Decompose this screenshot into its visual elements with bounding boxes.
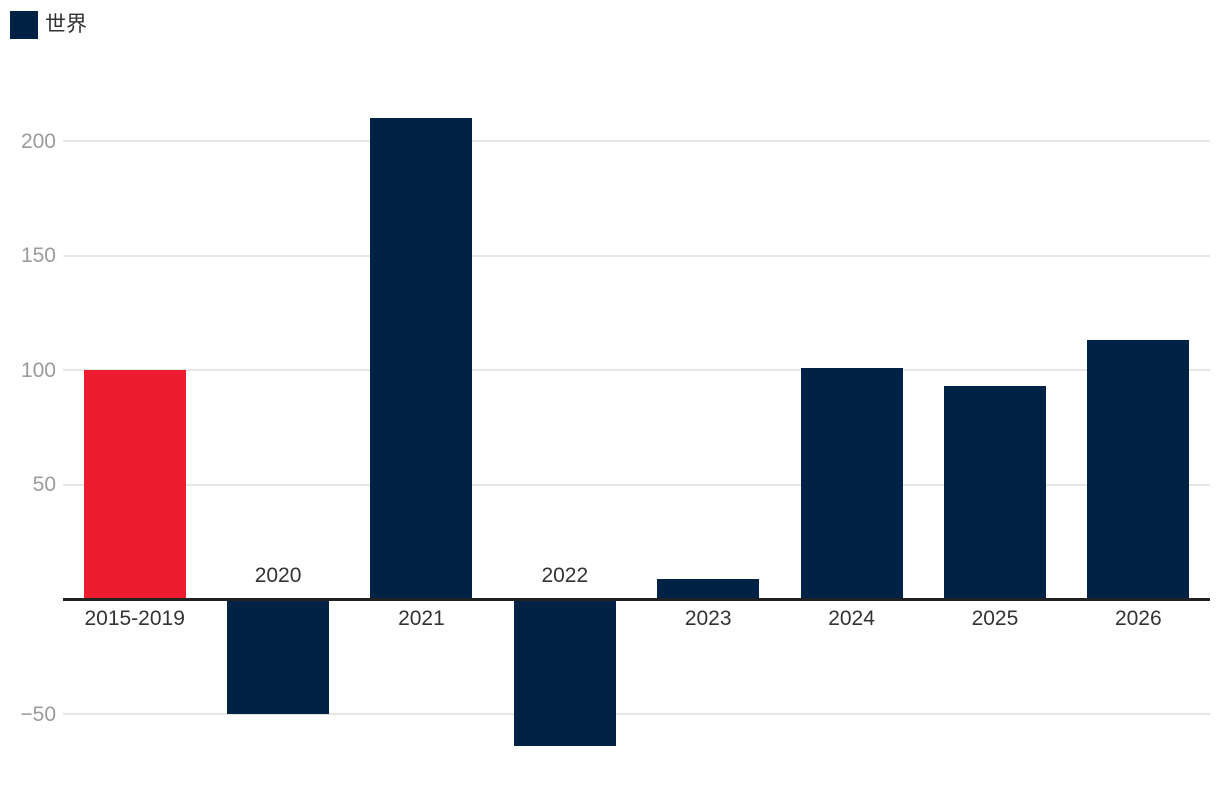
bar-2020[interactable] (227, 599, 330, 714)
gridline-100 (63, 369, 1210, 372)
x-axis-label-2021: 2021 (398, 607, 445, 631)
bar-2025[interactable] (943, 386, 1046, 600)
bar-2023[interactable] (657, 578, 760, 600)
bar-2021[interactable] (370, 118, 473, 600)
gridline-50 (63, 483, 1210, 486)
x-axis-line (63, 597, 1210, 601)
x-axis-label-2023: 2023 (684, 607, 732, 631)
y-axis-tick-label: 150 (20, 244, 56, 268)
x-axis-label-2025: 2025 (971, 607, 1019, 631)
y-axis-tick-label: 100 (20, 358, 56, 382)
legend-item-label: 世界 (45, 13, 87, 36)
y-axis-tick-label: −50 (20, 702, 56, 726)
bar-2015-2019[interactable] (83, 370, 186, 600)
y-axis-tick-label: 200 (20, 129, 56, 153)
x-axis-label-2024: 2024 (828, 607, 875, 631)
legend[interactable]: 世界 (10, 11, 87, 39)
x-axis-label-2020: 2020 (254, 564, 302, 588)
legend-swatch (10, 11, 38, 39)
y-axis-tick-label: 50 (32, 473, 56, 497)
x-axis-label-2022: 2022 (541, 564, 589, 588)
x-axis-label-2015-2019: 2015-2019 (84, 607, 185, 631)
gridline-200 (63, 140, 1210, 142)
bar-2026[interactable] (1087, 340, 1190, 600)
gridline-−50 (63, 713, 1210, 715)
gridline-150 (63, 254, 1210, 257)
x-axis-label-2026: 2026 (1114, 607, 1162, 631)
bar-2022[interactable] (513, 599, 616, 747)
bar-2024[interactable] (800, 367, 903, 600)
